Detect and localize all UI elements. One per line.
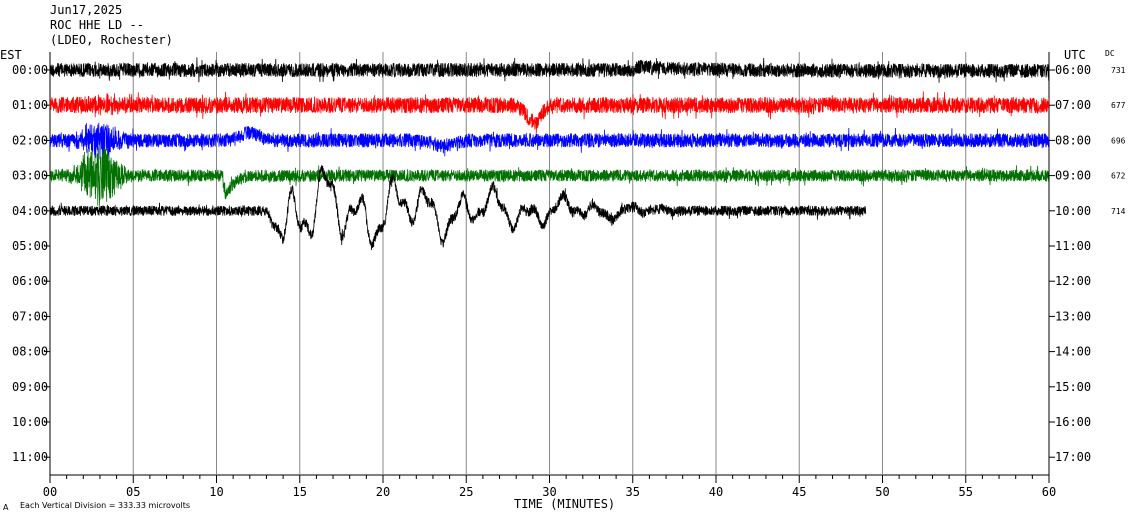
utc-zone-label: UTC xyxy=(1064,48,1086,62)
x-tick-label: 60 xyxy=(1042,485,1056,499)
right-time-label: 07:00 xyxy=(1055,98,1091,112)
right-time-label: 11:00 xyxy=(1055,239,1091,253)
left-time-label: 04:00 xyxy=(12,204,48,218)
left-time-label: 01:00 xyxy=(12,98,48,112)
right-time-label: 13:00 xyxy=(1055,309,1091,323)
x-tick-label: 20 xyxy=(376,485,390,499)
x-tick-label: 45 xyxy=(792,485,806,499)
x-tick-label: 30 xyxy=(542,485,556,499)
right-time-label: 06:00 xyxy=(1055,63,1091,77)
x-tick-label: 50 xyxy=(875,485,889,499)
left-time-label: 08:00 xyxy=(12,345,48,359)
left-time-label: 03:00 xyxy=(12,169,48,183)
labels: 00 05 10 15 20 25 30 35 40 45 50 55 60 00:00 01:00 02:0… xyxy=(12,63,1126,499)
trace-row-4 xyxy=(49,165,867,251)
left-time-label: 10:00 xyxy=(12,415,48,429)
vertical-division-note: Each Vertical Division = 333.33 microvol… xyxy=(20,501,190,510)
left-time-label: 11:00 xyxy=(12,450,48,464)
left-time-label: 09:00 xyxy=(12,380,48,394)
right-time-label: 12:00 xyxy=(1055,274,1091,288)
date-label: Jun17,2025 xyxy=(50,3,123,17)
right-time-label: 08:00 xyxy=(1055,133,1091,147)
x-tick-label: 25 xyxy=(459,485,473,499)
traces xyxy=(49,57,1050,251)
x-tick-label: 35 xyxy=(626,485,640,499)
x-tick-label: 10 xyxy=(209,485,223,499)
right-time-label: 09:00 xyxy=(1055,169,1091,183)
trace-row-0 xyxy=(49,57,1050,83)
dc-header-label: DC xyxy=(1105,49,1115,58)
grid xyxy=(44,52,1055,483)
network-label: (LDEO, Rochester) xyxy=(50,33,173,47)
right-time-label: 16:00 xyxy=(1055,415,1091,429)
left-time-label: 07:00 xyxy=(12,309,48,323)
trace-row-1 xyxy=(49,91,1050,134)
x-tick-label: 00 xyxy=(43,485,57,499)
trace-row-3 xyxy=(49,147,1050,206)
right-time-label: 15:00 xyxy=(1055,380,1091,394)
left-time-label: 05:00 xyxy=(12,239,48,253)
trace-row-2 xyxy=(49,122,1050,161)
right-time-label: 10:00 xyxy=(1055,204,1091,218)
dc-value: 696 xyxy=(1111,136,1126,145)
right-time-label: 17:00 xyxy=(1055,450,1091,464)
right-time-label: 14:00 xyxy=(1055,345,1091,359)
dc-value: 677 xyxy=(1111,101,1126,110)
x-axis-label: TIME (MINUTES) xyxy=(514,497,615,511)
dc-value: 714 xyxy=(1111,207,1126,216)
est-zone-label: EST xyxy=(0,48,22,62)
x-tick-label: 40 xyxy=(709,485,723,499)
x-tick-label: 05 xyxy=(126,485,140,499)
x-tick-label: 55 xyxy=(959,485,973,499)
station-label: ROC HHE LD -- xyxy=(50,18,144,32)
footer-mark: A xyxy=(3,503,9,512)
x-tick-label: 15 xyxy=(293,485,307,499)
dc-value: 731 xyxy=(1111,66,1126,75)
dc-value: 672 xyxy=(1111,172,1126,181)
left-time-label: 02:00 xyxy=(12,133,48,147)
left-time-label: 00:00 xyxy=(12,63,48,77)
left-time-label: 06:00 xyxy=(12,274,48,288)
